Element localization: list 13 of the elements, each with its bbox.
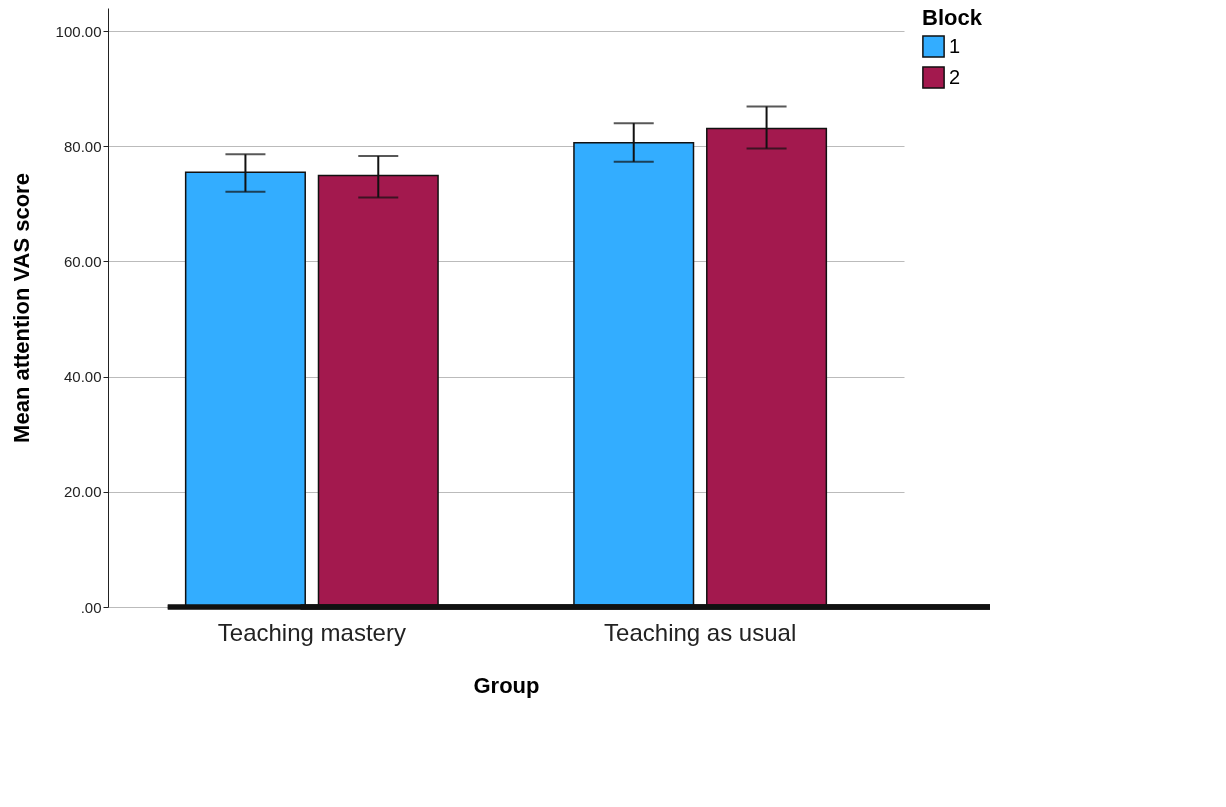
y-tick-label: .00 [80, 598, 102, 616]
legend-label: 2 [949, 65, 961, 88]
y-tick-label: 40.00 [63, 368, 102, 386]
y-axis-title: Mean attention VAS score [8, 173, 34, 443]
x-tick-label: Teaching as usual [604, 618, 797, 646]
y-tick-label: 20.00 [63, 483, 102, 501]
y-tick-label: 60.00 [63, 252, 102, 270]
x-axis-title: Group [473, 672, 540, 698]
legend-title: Block [922, 5, 983, 30]
y-tick-label: 100.00 [55, 22, 102, 40]
legend-label: 1 [949, 34, 961, 57]
x-tick-label: Teaching mastery [217, 618, 406, 646]
y-tick-label: 80.00 [63, 137, 102, 155]
